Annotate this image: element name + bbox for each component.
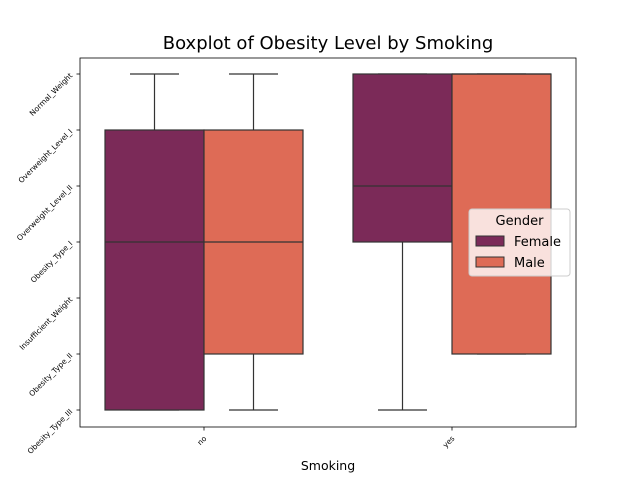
box-group-male-no: [203, 73, 304, 411]
plot-frame: [79, 57, 577, 428]
box-female-no: [104, 129, 205, 411]
box-group-female-no: [104, 73, 205, 411]
chart-title: Boxplot of Obesity Level by Smoking: [163, 33, 494, 54]
legend-label-female: Female: [514, 235, 561, 250]
legend-swatch-male: [475, 256, 505, 268]
legend: Gender Female Male: [468, 208, 571, 277]
box-group-female-yes: [352, 73, 453, 411]
legend-label-male: Male: [514, 256, 545, 271]
legend-title: Gender: [496, 214, 545, 229]
legend-swatch-female: [475, 235, 505, 247]
x-axis-label: Smoking: [301, 458, 355, 473]
box-female-yes: [352, 73, 453, 243]
legend-items: Female Male: [475, 235, 561, 271]
